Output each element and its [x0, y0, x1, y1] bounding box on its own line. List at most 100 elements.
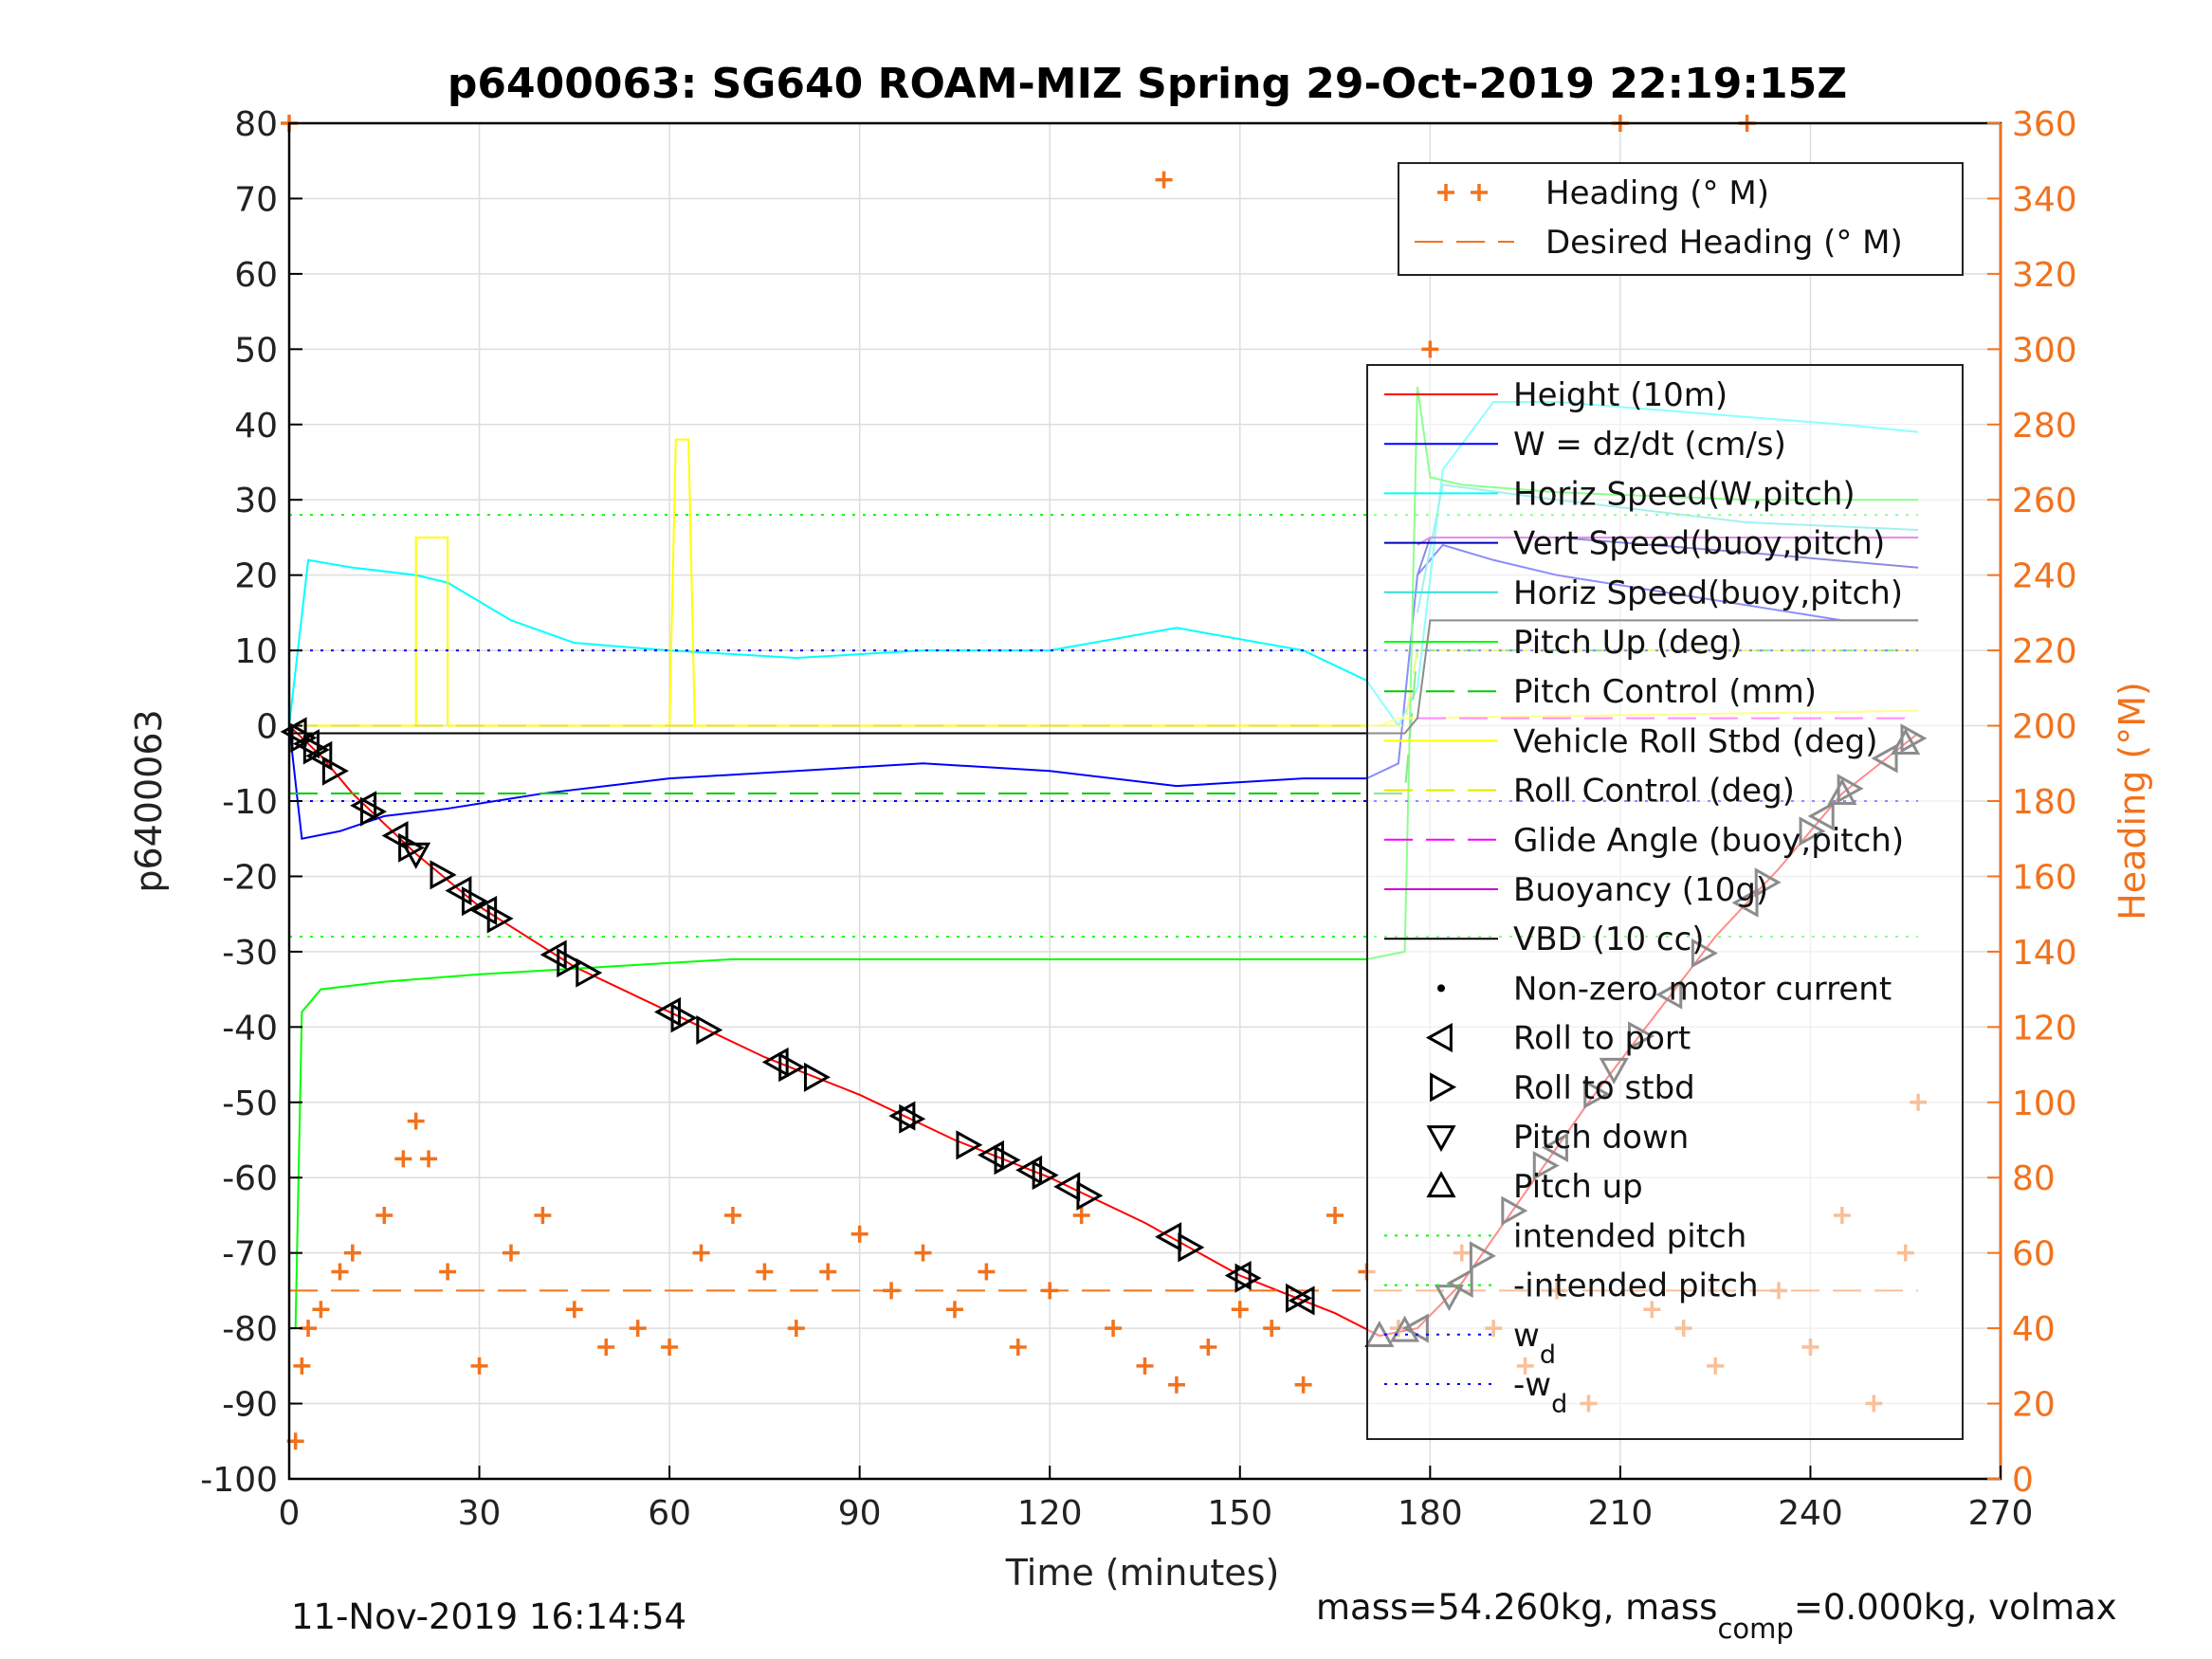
- legend-heading-symbol: [1471, 184, 1488, 201]
- heading-point: [1263, 1320, 1281, 1338]
- heading-point: [407, 1112, 425, 1130]
- legend-label: Pitch up: [1513, 1168, 1643, 1206]
- roll-to-stbd-marker: [461, 886, 488, 917]
- x-tick-label: 120: [1017, 1494, 1083, 1533]
- roll-to-stbd-marker: [576, 957, 603, 988]
- legend-label-text: Buoyancy (10g): [1513, 871, 1768, 909]
- roll-to-stbd-marker: [803, 1062, 831, 1092]
- y-tick-label: -90: [222, 1386, 278, 1425]
- legend-label-text: Pitch down: [1513, 1119, 1689, 1157]
- legend-label-text: Pitch up: [1513, 1168, 1643, 1206]
- legend-label-text: -w: [1513, 1366, 1551, 1404]
- legend-label: Vehicle Roll Stbd (deg): [1513, 722, 1878, 760]
- legend-label: Roll Control (deg): [1513, 773, 1795, 811]
- roll-to-stbd-marker: [290, 722, 318, 753]
- heading-point: [1231, 1301, 1249, 1319]
- legend-label: Height (10m): [1513, 376, 1728, 414]
- legend-label-text: Non-zero motor current: [1513, 970, 1892, 1008]
- y2-tick-label: 320: [2012, 256, 2077, 295]
- footer-mass: mass=54.260kg, masscomp=0.000kg, volmax: [1316, 1587, 2117, 1645]
- legend-label-text: Roll Control (deg): [1513, 773, 1795, 811]
- x-tick-label: 0: [279, 1494, 301, 1533]
- roll-to-port-marker: [305, 740, 333, 771]
- legend-label: Pitch Up (deg): [1513, 624, 1742, 662]
- y2-tick-label: 140: [2012, 934, 2077, 973]
- y2-tick-label: 240: [2012, 557, 2077, 596]
- legend-label: Pitch down: [1513, 1119, 1689, 1157]
- heading-point: [914, 1244, 932, 1262]
- roll-to-port-marker: [445, 875, 472, 906]
- heading-point: [629, 1320, 647, 1338]
- roll-to-stbd-marker: [1178, 1232, 1205, 1263]
- legend-heading-label: Heading (° M): [1545, 174, 1769, 212]
- pitch-down-marker: [401, 842, 431, 869]
- y2-tick-label: 40: [2012, 1310, 2056, 1349]
- footer-mass-part1: mass=54.260kg, mass: [1316, 1587, 1717, 1628]
- legend-label-text: -intended pitch: [1513, 1267, 1759, 1305]
- y-tick-label: 30: [234, 482, 278, 520]
- legend-label-text: Vehicle Roll Stbd (deg): [1513, 722, 1878, 760]
- legend-label-text: intended pitch: [1513, 1217, 1746, 1255]
- heading-point: [312, 1301, 330, 1319]
- y-tick-label: 0: [256, 708, 278, 747]
- heading-point: [343, 1244, 361, 1262]
- heading-point: [1041, 1282, 1059, 1300]
- x-tick-label: 60: [648, 1494, 691, 1533]
- x-tick-label: 90: [838, 1494, 882, 1533]
- y2-tick-label: 60: [2012, 1235, 2056, 1274]
- roll-to-stbd-marker: [398, 832, 426, 863]
- y-tick-label: 10: [234, 632, 278, 671]
- heading-point: [1009, 1338, 1027, 1356]
- roll-to-port-marker: [888, 1101, 916, 1131]
- y2-tick-label: 340: [2012, 180, 2077, 219]
- x-tick-label: 180: [1398, 1494, 1463, 1533]
- y-tick-label: 60: [234, 256, 278, 295]
- heading-point: [502, 1244, 520, 1262]
- x-tick-label: 240: [1778, 1494, 1843, 1533]
- legend-label-text: Glide Angle (buoy,pitch): [1513, 822, 1904, 860]
- heading-point: [1326, 1206, 1344, 1224]
- roll-to-port-marker: [977, 1139, 1004, 1170]
- x-tick-label: 270: [1968, 1494, 2034, 1533]
- roll-to-stbd-marker: [1286, 1283, 1313, 1313]
- roll-to-stbd-marker: [778, 1052, 806, 1083]
- legend-marker-symbol: [1425, 1023, 1453, 1053]
- legend-label: Non-zero motor current: [1513, 970, 1892, 1008]
- y2-tick-label: 120: [2012, 1009, 2077, 1048]
- heading-point: [394, 1150, 412, 1168]
- y2-tick-label: 20: [2012, 1386, 2056, 1425]
- x-tick-label: 150: [1207, 1494, 1272, 1533]
- legend-label-text: Height (10m): [1513, 376, 1728, 414]
- heading-point: [1072, 1206, 1090, 1224]
- legend-label: Horiz Speed(W,pitch): [1513, 475, 1856, 513]
- heading-point: [978, 1263, 996, 1281]
- y2-tick-label: 280: [2012, 407, 2077, 446]
- y2-tick-label: 300: [2012, 331, 2077, 370]
- roll-to-port-marker: [1224, 1260, 1252, 1291]
- legend-label-subscript: d: [1551, 1390, 1567, 1419]
- y-tick-label: -100: [200, 1461, 278, 1500]
- y-tick-label: 70: [234, 180, 278, 219]
- roll-to-stbd-marker: [994, 1145, 1021, 1176]
- legend-label-text: Horiz Speed(buoy,pitch): [1513, 574, 1903, 612]
- roll-to-port-marker: [654, 996, 682, 1027]
- y-tick-label: -20: [222, 858, 278, 897]
- roll-to-stbd-marker: [696, 1014, 723, 1046]
- legend-label: intended pitch: [1513, 1217, 1746, 1255]
- heading-point: [945, 1301, 963, 1319]
- heading-point: [692, 1244, 710, 1262]
- roll-to-stbd-marker: [1032, 1160, 1059, 1191]
- heading-point: [1136, 1357, 1154, 1375]
- heading-point: [300, 1320, 318, 1338]
- y2-tick-label: 100: [2012, 1085, 2077, 1123]
- y-tick-label: -30: [222, 934, 278, 973]
- heading-point: [565, 1301, 583, 1319]
- roll-to-port-marker: [1015, 1155, 1043, 1185]
- footer-timestamp: 11-Nov-2019 16:14:54: [291, 1596, 686, 1637]
- x-tick-label: 210: [1588, 1494, 1654, 1533]
- legend-label-subscript: d: [1540, 1340, 1556, 1370]
- legend-label: Glide Angle (buoy,pitch): [1513, 822, 1904, 860]
- legend-label: -intended pitch: [1513, 1267, 1759, 1305]
- y2-tick-label: 0: [2012, 1461, 2034, 1500]
